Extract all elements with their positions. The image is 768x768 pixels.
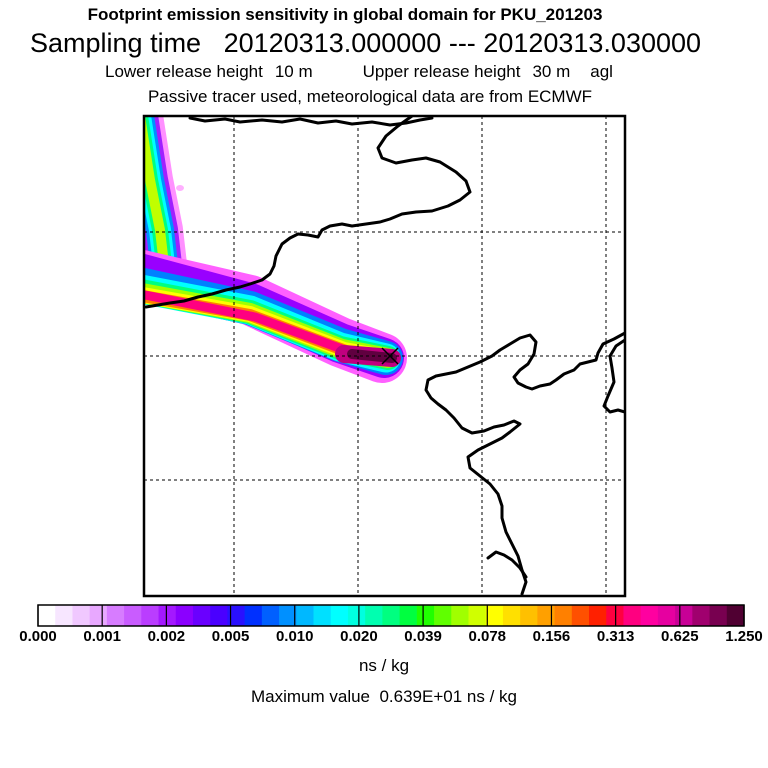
colorbar-label: 0.005	[211, 628, 250, 645]
colorbar-label: 0.000	[19, 628, 57, 645]
colorbar-frame	[37, 604, 745, 627]
colorbar-swatch	[468, 605, 487, 626]
colorbar-swatch	[124, 605, 142, 626]
colorbar-swatch	[347, 605, 366, 626]
release-heights: Lower release height 10 m Upper release he…	[105, 62, 613, 82]
colorbar-swatch	[158, 605, 177, 626]
plume-speck	[176, 185, 184, 191]
colorbar-swatch	[657, 605, 676, 626]
colorbar-swatch	[244, 605, 263, 626]
colorbar-swatch	[210, 605, 229, 626]
colorbar-swatch	[726, 605, 745, 626]
colorbar-swatch	[571, 605, 590, 626]
coastline-southern	[486, 550, 528, 579]
coastline-right-edge	[602, 338, 625, 414]
colorbar-swatch	[692, 605, 711, 626]
coastlines	[144, 116, 625, 596]
colorbar-swatch	[502, 605, 521, 626]
colorbar-swatch	[416, 605, 435, 626]
colorbar-swatch	[279, 605, 297, 626]
colorbar-swatch	[89, 605, 108, 626]
lower-release-value: 10 m	[274, 62, 313, 81]
colorbar-swatch	[192, 605, 211, 626]
max-units: ns / kg	[466, 687, 518, 706]
map-title: Footprint emission sensitivity in global…	[87, 5, 603, 24]
emission-plume	[144, 116, 407, 383]
colorbar-swatch	[554, 605, 573, 626]
colorbar-label: 0.002	[147, 628, 186, 645]
colorbar-swatch	[55, 605, 74, 626]
upper-release-value: 30 m	[532, 62, 571, 81]
colorbar-swatch	[365, 605, 383, 626]
colorbar-label: 0.001	[83, 628, 121, 645]
colorbar-swatch	[106, 605, 125, 626]
colorbar-swatch	[451, 605, 470, 626]
maximum-value: Maximum value 0.639E+01 ns / kg	[0, 687, 768, 707]
max-label: Maximum value	[250, 687, 371, 706]
colorbar-swatch	[520, 605, 538, 626]
colorbar	[37, 604, 745, 627]
release-point-marker	[381, 347, 399, 365]
colorbar-swatch	[141, 605, 160, 626]
colorbar-label: 0.156	[532, 628, 571, 645]
colorbar-swatch	[434, 605, 452, 626]
lower-release-label: Lower release height	[105, 62, 263, 81]
colorbar-label: 0.010	[275, 628, 314, 645]
colorbar-swatch	[623, 605, 642, 626]
colorbar-label: 0.625	[661, 628, 699, 645]
grid-lines	[144, 116, 625, 596]
sampling-range: 20120313.000000 --- 20120313.030000	[223, 28, 702, 58]
colorbar-swatch	[640, 605, 659, 626]
colorbar-units: ns / kg	[358, 656, 410, 675]
colorbar-swatch	[382, 605, 401, 626]
coastline-north	[188, 116, 434, 127]
colorbar-swatch	[313, 605, 332, 626]
coastline-peninsula	[424, 331, 625, 596]
upper-release-label: Upper release height	[362, 62, 521, 81]
sampling-time: Sampling time 20120313.000000 --- 201203…	[30, 28, 701, 59]
colorbar-swatch	[399, 605, 418, 626]
colorbar-swatch	[537, 605, 556, 626]
colorbar-swatch	[675, 605, 693, 626]
colorbar-label: 1.250	[725, 628, 763, 645]
colorbar-label: 0.078	[468, 628, 507, 645]
colorbar-swatch	[296, 605, 315, 626]
colorbar-swatch	[589, 605, 607, 626]
colorbar-swatch	[175, 605, 194, 626]
max-number: 0.639E+01	[379, 687, 463, 706]
colorbar-swatch	[227, 605, 246, 626]
colorbar-swatch	[261, 605, 280, 626]
colorbar-swatch	[709, 605, 728, 626]
colorbar-label: 0.313	[596, 628, 635, 645]
sampling-label: Sampling time	[30, 28, 202, 58]
coastline-northeast	[144, 116, 472, 309]
map-subtitle: Passive tracer used, meteorological data…	[147, 87, 593, 106]
height-reference: agl	[590, 62, 613, 81]
colorbar-swatch	[72, 605, 91, 626]
colorbar-label: 0.020	[340, 628, 378, 645]
colorbar-label: 0.039	[404, 628, 442, 645]
map-frame	[142, 114, 627, 598]
colorbar-swatch	[330, 605, 349, 626]
colorbar-swatch	[38, 605, 56, 626]
colorbar-swatch	[485, 605, 504, 626]
